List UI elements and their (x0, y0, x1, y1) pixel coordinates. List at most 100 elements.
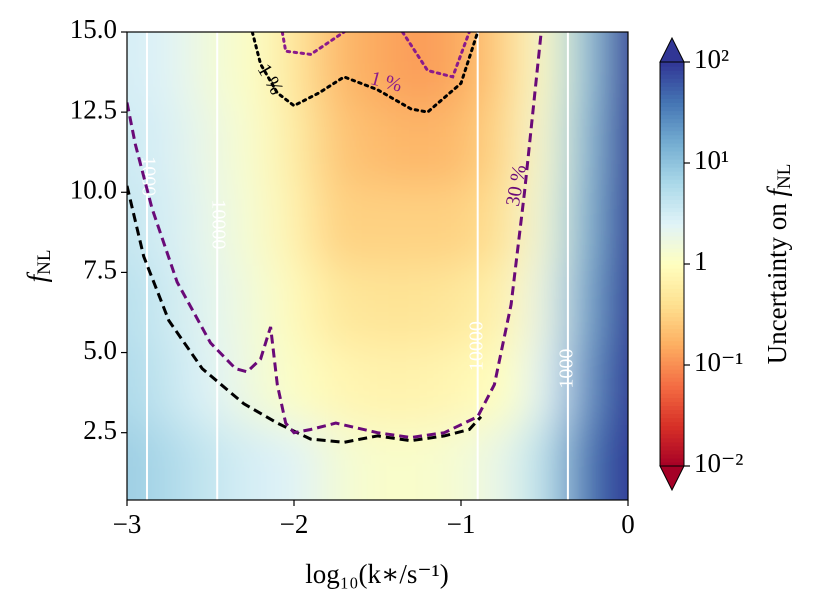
heatmap-cell (356, 264, 399, 346)
heatmap-cell (231, 344, 274, 426)
colorbar-step (660, 288, 684, 293)
heatmap-cell (147, 32, 191, 105)
colorbar-step (660, 425, 684, 431)
colorbar-step (660, 259, 684, 265)
heatmap-cell (440, 264, 483, 346)
colorbar-step (660, 118, 684, 124)
contour-label: 1000 (555, 349, 577, 389)
colorbar-step (660, 401, 684, 406)
colorbar-step (660, 300, 684, 305)
colorbar-step (660, 385, 684, 390)
colorbar-step (660, 179, 684, 184)
heatmap-cell (523, 424, 566, 500)
heatmap-cell (607, 184, 628, 265)
colorbar-step (660, 167, 684, 172)
colorbar-step (660, 433, 684, 439)
heatmap-cell (440, 344, 483, 426)
heatmap-cell (273, 184, 316, 265)
heatmap-cell (273, 424, 316, 500)
contour-label: 10000 (208, 199, 230, 249)
colorbar-step (660, 239, 684, 245)
colorbar-step (660, 312, 684, 318)
y-tick-label: 2.5 (83, 415, 117, 445)
heatmap-cell (398, 424, 441, 500)
heatmap-cell (127, 32, 149, 105)
x-axis-label: log₁₀(k∗/s⁻¹) (305, 559, 449, 589)
x-tick-label: −1 (447, 509, 476, 539)
colorbar-step (660, 413, 684, 419)
heatmap-cell (147, 424, 191, 500)
heatmap-cell (398, 184, 441, 265)
colorbar-step (660, 62, 684, 67)
colorbar-step (660, 247, 684, 253)
colorbar-step (660, 449, 684, 455)
colorbar-step (660, 191, 684, 196)
colorbar-step (660, 78, 684, 83)
heatmap-cell (273, 104, 316, 185)
x-tick-label: 0 (621, 509, 635, 539)
heatmap-cell (398, 264, 441, 346)
heatmap-cell (314, 32, 358, 105)
heatmap-cell (398, 344, 441, 426)
colorbar-label-f: f (762, 185, 792, 196)
colorbar-step (660, 268, 684, 273)
colorbar-tick-label: 10¹ (694, 145, 729, 175)
colorbar-step (660, 453, 684, 459)
colorbar-step (660, 324, 684, 330)
colorbar-step (660, 243, 684, 249)
colorbar-step (660, 150, 684, 156)
colorbar-step (660, 381, 684, 386)
heatmap-cell (189, 264, 232, 346)
colorbar-step (660, 304, 684, 310)
colorbar-step (660, 255, 684, 261)
heatmap-cell (231, 184, 274, 265)
heatmap-cell (273, 32, 316, 105)
contour-line (250, 32, 480, 114)
heatmap-cell (607, 32, 628, 105)
contour-line (127, 32, 543, 440)
colorbar-step (660, 110, 684, 116)
heatmap-cell (189, 344, 232, 426)
colorbar-step (660, 332, 684, 338)
heatmap-cell (523, 32, 566, 105)
colorbar-step (660, 102, 684, 108)
colorbar-step (660, 158, 684, 164)
colorbar-step (660, 360, 684, 366)
colorbar-label-sub: NL (774, 164, 795, 189)
colorbar-step (660, 219, 684, 225)
heatmap-cell (356, 344, 399, 426)
colorbar-extend-top (659, 36, 685, 63)
colorbar-step (660, 223, 684, 229)
heatmap-cell (189, 424, 232, 500)
colorbar-step (660, 373, 684, 378)
heatmap-cell (565, 104, 608, 185)
colorbar-tick-label: 10⁻² (694, 448, 743, 478)
colorbar-step (660, 66, 684, 71)
contour-label: 1000 (137, 156, 159, 196)
colorbar-step (660, 421, 684, 427)
colorbar-step (660, 171, 684, 176)
colorbar-step (660, 437, 684, 443)
heatmap-cell (607, 264, 628, 346)
y-tick-label: 7.5 (83, 255, 117, 285)
colorbar-step (660, 352, 684, 358)
colorbar-label-main: Uncertainty on (762, 196, 792, 364)
colorbar-step (660, 276, 684, 281)
colorbar-step (660, 316, 684, 322)
colorbar-step (660, 348, 684, 354)
colorbar-step (660, 231, 684, 237)
heatmap-cell (189, 32, 232, 105)
colorbar-step (660, 369, 684, 374)
colorbar-step (660, 74, 684, 79)
y-tick-label: 12.5 (70, 94, 117, 124)
colorbar-step (660, 106, 684, 112)
colorbar-step (660, 344, 684, 350)
colorbar-step (660, 328, 684, 334)
heatmap-cell (147, 104, 191, 185)
colorbar-step (660, 292, 684, 297)
heatmap-cell (147, 184, 191, 265)
colorbar-extend-bottom (659, 465, 685, 492)
heatmap-cell (356, 104, 399, 185)
colorbar-step (660, 461, 684, 467)
